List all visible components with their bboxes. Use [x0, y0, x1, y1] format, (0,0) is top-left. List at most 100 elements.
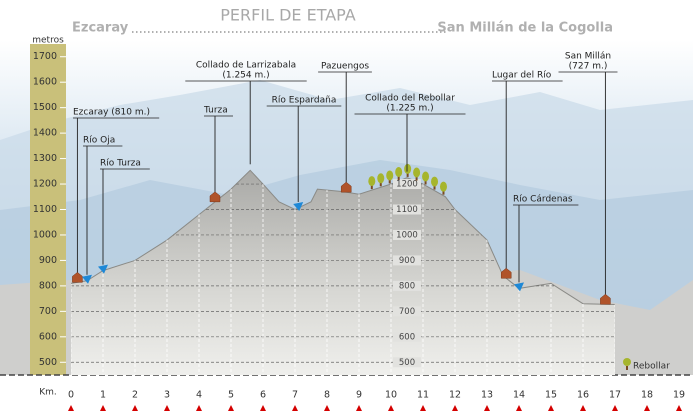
in-profile-label: 800: [399, 281, 415, 291]
y-axis-label: metros: [32, 36, 64, 46]
y-tick-label: 1400: [33, 128, 57, 139]
tree: [368, 176, 376, 187]
footer-bg: [0, 376, 693, 418]
waypoint-label: Lugar del Río: [492, 71, 552, 81]
waypoint-label: Río Cárdenas: [513, 195, 573, 205]
waypoint-label: Ezcaray (810 m.): [73, 108, 150, 118]
km-marker: [228, 405, 234, 411]
x-tick-label: 14: [513, 390, 525, 401]
km-marker: [644, 405, 650, 411]
town-icon: [209, 191, 221, 203]
x-tick-label: 9: [356, 390, 362, 401]
y-tick-label: 1700: [33, 51, 57, 62]
km-marker: [388, 405, 394, 411]
km-marker: [324, 405, 330, 411]
tree: [404, 163, 412, 174]
waypoint-label: Río Turza: [100, 159, 141, 169]
waypoint-label: Río Oja: [83, 136, 115, 146]
y-tick-label: 600: [39, 331, 57, 342]
in-profile-label: 700: [399, 307, 415, 317]
waypoint-label: Collado del Rebollar: [365, 94, 455, 104]
waypoint-label: Pazuengos: [321, 62, 369, 72]
in-profile-label: 1000: [396, 230, 418, 240]
x-tick-label: 17: [609, 390, 621, 401]
km-marker: [196, 405, 202, 411]
chart-title: PERFIL DE ETAPA: [220, 6, 356, 25]
waypoint-label: Río Espardaña: [272, 96, 337, 106]
river-icon: [293, 201, 304, 211]
tree: [439, 181, 447, 192]
km-marker: [676, 405, 682, 411]
waypoint-sublabel: (727 m.): [569, 62, 608, 72]
x-axis-label: Km.: [39, 388, 57, 398]
x-tick-label: 15: [545, 390, 557, 401]
tree: [386, 170, 394, 181]
km-marker: [100, 405, 106, 411]
town-icon: [72, 271, 83, 283]
waypoint-sublabel: (1.225 m.): [386, 104, 433, 114]
tree-trunk: [442, 189, 445, 195]
km-marker: [580, 405, 586, 411]
start-label: Ezcaray: [72, 21, 129, 36]
x-tick-label: 5: [228, 390, 234, 401]
tree-trunk: [424, 179, 427, 185]
x-tick-label: 6: [260, 390, 266, 401]
in-profile-label: 1200: [396, 180, 418, 190]
tree-trunk: [388, 178, 391, 184]
in-label-bg: [393, 255, 421, 266]
km-marker: [452, 405, 458, 411]
x-tick-label: 12: [449, 390, 461, 401]
profile-area: [71, 170, 615, 375]
km-marker: [516, 405, 522, 411]
waypoint-sublabel: (1.254 m.): [222, 71, 269, 81]
town-icon: [500, 267, 512, 279]
tree-trunk: [415, 175, 418, 181]
in-label-bg: [393, 204, 421, 215]
in-profile-label: 500: [399, 358, 415, 368]
tree: [395, 166, 403, 177]
river-icon: [98, 264, 108, 274]
in-label-bg: [393, 357, 421, 368]
km-marker: [260, 405, 266, 411]
y-tick-label: 900: [39, 255, 57, 266]
x-tick-label: 11: [417, 390, 429, 401]
km-marker: [484, 405, 490, 411]
x-tick-label: 18: [641, 390, 653, 401]
waypoint-label: San Millán: [565, 52, 611, 62]
x-tick-label: 10: [385, 390, 397, 401]
legend-label: Rebollar: [633, 362, 670, 372]
km-marker: [356, 405, 362, 411]
km-marker: [548, 405, 554, 411]
in-profile-label: 1100: [396, 205, 418, 215]
km-marker: [164, 405, 170, 411]
river-icon: [82, 274, 92, 284]
y-tick-label: 500: [39, 357, 57, 368]
km-marker: [292, 405, 298, 411]
y-tick-label: 1600: [33, 77, 57, 88]
tree-trunk: [397, 174, 400, 180]
x-tick-label: 19: [673, 390, 685, 401]
tree-trunk: [406, 171, 409, 177]
km-marker: [68, 405, 74, 411]
y-tick-label: 1000: [33, 229, 57, 240]
in-profile-label: 900: [399, 256, 415, 266]
waypoint-label: Collado de Larrizabala: [196, 61, 296, 71]
in-label-bg: [393, 280, 421, 291]
x-tick-label: 13: [481, 390, 493, 401]
x-tick-label: 4: [196, 390, 202, 401]
tree: [422, 171, 430, 182]
tree: [377, 173, 385, 184]
km-marker: [132, 405, 138, 411]
y-tick-label: 1500: [33, 102, 57, 113]
y-tick-label: 1200: [33, 179, 57, 190]
tree-trunk: [379, 181, 382, 187]
tree: [413, 167, 421, 178]
x-tick-label: 7: [292, 390, 298, 401]
river-icon: [514, 282, 524, 292]
in-profile-label: 600: [399, 332, 415, 342]
tree-trunk: [370, 184, 373, 190]
legend: Rebollar: [623, 358, 670, 372]
x-tick-label: 0: [68, 390, 74, 401]
waypoint-label: Turza: [203, 106, 228, 116]
